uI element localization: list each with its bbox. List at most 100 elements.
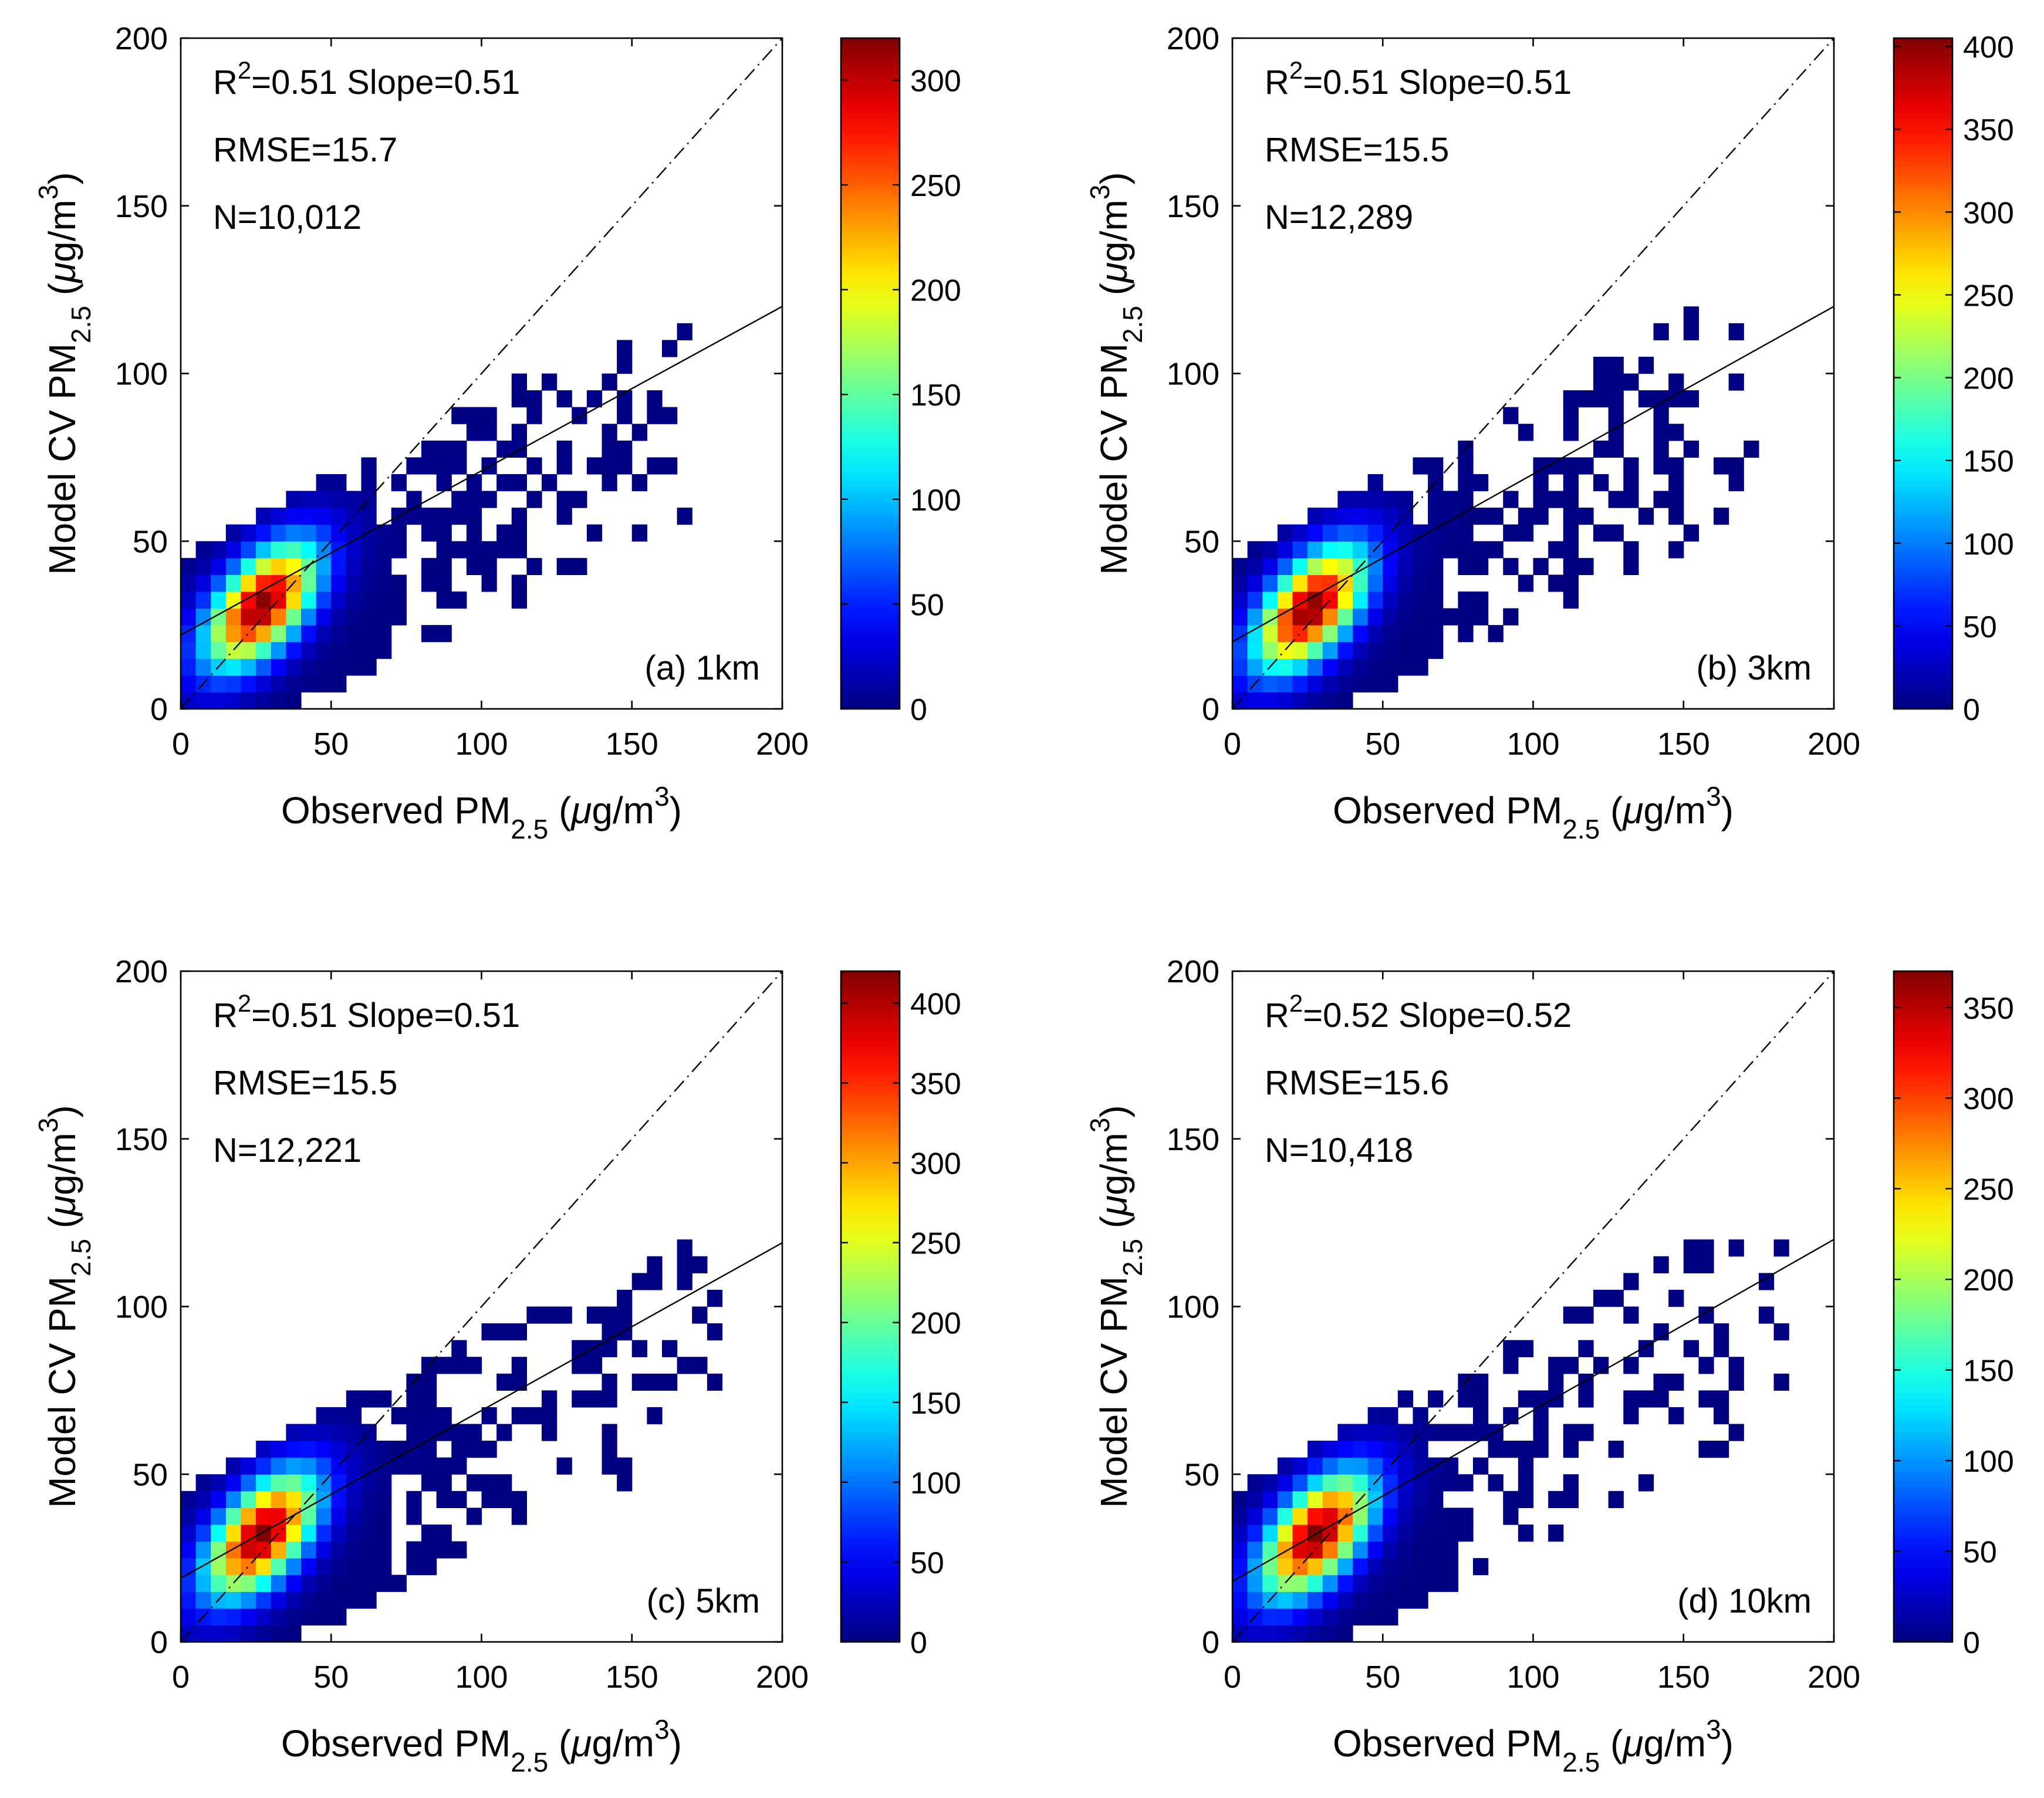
y-tick-label: 50	[1184, 524, 1219, 559]
density-cell	[542, 373, 558, 391]
density-cell	[1322, 1625, 1338, 1642]
density-cell	[271, 1457, 286, 1475]
density-cell	[241, 524, 256, 542]
density-cell	[511, 524, 527, 542]
density-cell	[647, 1373, 663, 1391]
density-cell	[1578, 1306, 1594, 1324]
density-cell	[1397, 1390, 1414, 1408]
density-cell	[1653, 1390, 1669, 1408]
density-cell	[421, 440, 437, 458]
density-cell	[1337, 1441, 1353, 1458]
density-cell	[1337, 491, 1353, 508]
density-cell	[211, 541, 227, 559]
density-cell	[286, 1558, 302, 1576]
density-cell	[511, 474, 527, 492]
density-cell	[1397, 591, 1414, 609]
density-cell	[572, 1340, 587, 1357]
density-cell	[1548, 1390, 1564, 1408]
density-cell	[692, 1357, 708, 1374]
density-cell	[271, 692, 286, 709]
density-cell	[602, 1306, 617, 1324]
density-cell	[1428, 1524, 1444, 1542]
density-cell	[647, 390, 663, 408]
density-cell	[1367, 641, 1383, 659]
density-cell	[211, 1524, 227, 1542]
density-cell	[1383, 1508, 1398, 1525]
density-cell	[1367, 675, 1383, 693]
regression-fit-line	[1232, 306, 1834, 643]
density-cell	[1277, 625, 1293, 643]
density-cell	[1413, 608, 1428, 626]
colorbar-tick-label: 100	[910, 484, 961, 518]
density-cell	[436, 541, 452, 559]
density-cell	[331, 658, 347, 676]
density-cell	[316, 574, 332, 592]
density-cell	[1518, 1441, 1534, 1458]
density-cell	[256, 524, 272, 542]
density-cell	[331, 625, 347, 643]
density-cell	[1383, 1541, 1398, 1559]
density-cell	[1563, 1491, 1579, 1508]
density-cell	[1428, 1558, 1444, 1576]
density-cell	[1683, 440, 1699, 458]
density-cell	[195, 641, 211, 659]
colorbar-tick-label: 350	[1963, 113, 2014, 147]
density-cell	[225, 1457, 242, 1475]
density-cell	[1683, 1256, 1699, 1273]
density-cell	[1473, 608, 1489, 626]
density-cell	[1353, 1541, 1369, 1559]
density-cell	[1232, 1508, 1248, 1525]
density-cell	[376, 1474, 392, 1492]
heatmap-cells	[1232, 306, 1759, 709]
density-cell	[211, 1608, 227, 1626]
density-cell	[677, 1357, 692, 1374]
y-tick-label: 50	[1184, 1457, 1219, 1492]
density-cell	[286, 1541, 302, 1559]
density-cell	[1247, 1558, 1263, 1576]
density-cell	[1262, 1608, 1278, 1626]
density-cell	[195, 1558, 211, 1576]
density-cell	[331, 1441, 347, 1458]
density-cell	[436, 1491, 452, 1508]
density-cell	[195, 1574, 211, 1592]
density-cell	[1337, 541, 1353, 559]
density-cell	[225, 692, 242, 709]
density-cell	[301, 608, 317, 626]
density-cell	[1397, 541, 1414, 559]
density-cell	[181, 1608, 197, 1626]
density-cell	[361, 1390, 377, 1408]
density-cell	[1683, 1340, 1699, 1357]
y-tick-label: 0	[1202, 1625, 1219, 1660]
density-cell	[1247, 591, 1263, 609]
density-cell	[436, 1407, 452, 1425]
density-cell	[1608, 491, 1624, 508]
density-cell	[241, 1574, 256, 1592]
density-cell	[195, 658, 211, 676]
density-cell	[301, 625, 317, 643]
density-cell	[1488, 541, 1504, 559]
colorbar-tick-label: 250	[910, 1227, 961, 1261]
density-cell	[1668, 541, 1684, 559]
density-cell	[1337, 1424, 1353, 1441]
density-cell	[1397, 491, 1414, 508]
density-cell	[1383, 541, 1398, 559]
density-cell	[225, 675, 242, 693]
density-cell	[1322, 508, 1338, 525]
density-cell	[1397, 608, 1414, 626]
heatmap-cells	[181, 1239, 723, 1642]
density-cell	[1638, 1390, 1654, 1408]
density-cell	[572, 407, 587, 424]
density-cell	[361, 608, 377, 626]
density-cell	[361, 1558, 377, 1576]
density-cell	[1322, 1541, 1338, 1559]
density-cell	[316, 1541, 332, 1559]
density-cell	[1277, 1524, 1293, 1542]
density-cell	[1353, 1474, 1369, 1492]
density-cell	[1247, 1474, 1263, 1492]
density-cell	[466, 557, 482, 575]
density-cell	[511, 390, 527, 408]
density-cell	[1668, 373, 1684, 391]
density-cell	[1308, 1558, 1323, 1576]
density-cell	[1563, 574, 1579, 592]
density-cell	[1247, 692, 1263, 709]
